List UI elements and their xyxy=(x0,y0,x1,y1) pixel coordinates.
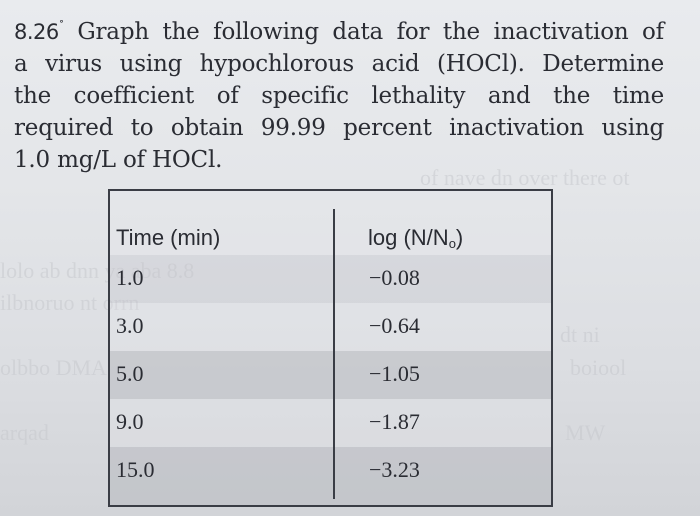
log-cell: −1.05 xyxy=(369,361,420,386)
data-table: 1.0 −0.08 3.0 −0.64 5.0 −1.05 9.0 −1.87 … xyxy=(108,189,553,507)
time-cell: 9.0 xyxy=(116,409,144,434)
bleed-through-text: of nave dn over there ot xyxy=(420,165,630,190)
time-cell: 5.0 xyxy=(116,361,144,386)
header-log: log (N/No) xyxy=(368,225,463,251)
problem-line-2: a virus using hypochlorous acid (HOCl). … xyxy=(14,51,664,77)
table-row: 9.0 −1.87 xyxy=(110,399,551,447)
bleed-through-text: boiool xyxy=(570,355,627,380)
header-log-sub: o xyxy=(448,236,456,251)
column-divider xyxy=(333,209,335,499)
table-row: 15.0 −3.23 xyxy=(110,447,551,505)
log-cell: −1.87 xyxy=(369,409,420,434)
time-cell: 3.0 xyxy=(116,313,144,338)
problem-number: 8.26˚ xyxy=(14,19,64,44)
problem-number-text: 8.26 xyxy=(14,20,59,44)
log-cell: −3.23 xyxy=(369,457,420,482)
problem-text-line: Graph the following data for the inactiv… xyxy=(77,19,664,45)
problem-line-1: 8.26˚ Graph the following data for the i… xyxy=(14,10,664,48)
bleed-through-text: dt ni xyxy=(560,322,600,347)
time-cell: 15.0 xyxy=(116,457,155,482)
table-row: 5.0 −1.05 xyxy=(110,351,551,399)
bleed-through-text: lolo ab dnn ya aba 8.8 xyxy=(0,258,195,283)
bleed-through-text: ilbnoruo nt orrn xyxy=(0,290,140,315)
problem-statement: 8.26˚ Graph the following data for the i… xyxy=(14,10,664,176)
time-cell: 1.0 xyxy=(116,265,144,290)
problem-line-3: the coefficient of specific lethality an… xyxy=(14,83,664,109)
log-cell: −0.64 xyxy=(369,313,420,338)
table-row: 1.0 −0.08 xyxy=(110,255,551,303)
log-cell: −0.08 xyxy=(369,265,420,290)
problem-line-4: required to obtain 99.99 percent inactiv… xyxy=(14,115,664,141)
problem-line-5: 1.0 mg/L of HOCl. xyxy=(14,147,223,173)
header-log-prefix: log (N/N xyxy=(368,225,449,250)
bleed-through-text: arqad xyxy=(0,420,49,445)
table-row: 3.0 −0.64 xyxy=(110,303,551,351)
header-log-suffix: ) xyxy=(455,225,464,250)
bleed-through-text: MW xyxy=(565,420,606,445)
bleed-through-text: olbbo DMA xyxy=(0,355,107,380)
header-time: Time (min) xyxy=(116,225,221,250)
